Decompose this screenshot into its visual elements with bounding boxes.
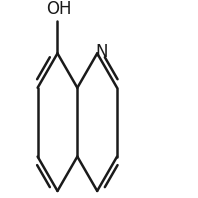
Text: OH: OH <box>47 0 72 18</box>
Text: N: N <box>95 44 108 61</box>
